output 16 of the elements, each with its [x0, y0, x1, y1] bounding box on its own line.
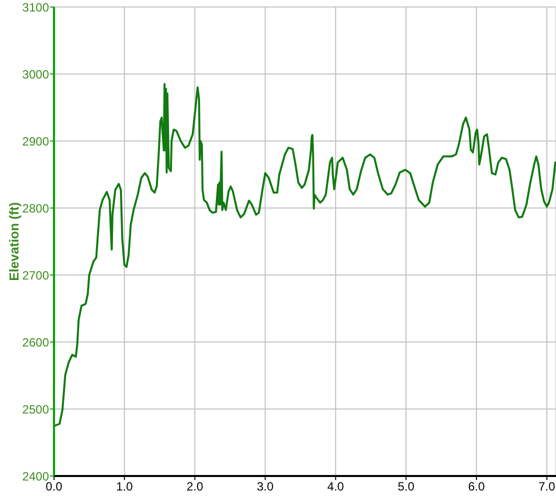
x-tick-label: 1.0	[116, 480, 134, 494]
x-tick-label: 5.0	[398, 480, 415, 494]
y-tick-label: 2900	[22, 134, 50, 148]
y-tick-label: 3000	[22, 67, 50, 82]
x-tick-label: 4.0	[327, 480, 344, 494]
line-series	[54, 83, 556, 427]
x-tick-label: 2.0	[186, 480, 204, 494]
x-tick-label: 6.0	[468, 480, 486, 494]
x-tick-label: 7.0	[538, 480, 556, 494]
y-axis-title: Elevation (ft)	[6, 202, 22, 281]
y-tick-label: 3100	[22, 0, 50, 14]
y-tick-label: 2800	[22, 201, 50, 216]
x-tick-label: 3.0	[256, 480, 274, 494]
y-tick-label: 2600	[22, 335, 50, 350]
y-tick-label: 2700	[22, 268, 50, 282]
y-tick-label: 2500	[22, 402, 50, 416]
